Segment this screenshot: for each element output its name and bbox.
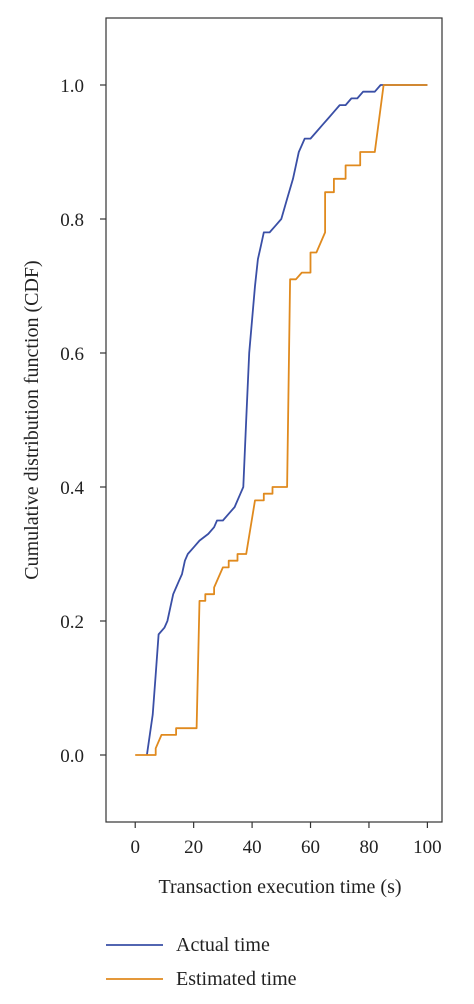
x-tick-label: 0 <box>130 837 140 858</box>
x-tick-label: 60 <box>301 837 320 858</box>
y-tick-label: 1.0 <box>60 76 84 97</box>
y-tick-label: 0.0 <box>60 746 84 767</box>
y-tick-label: 0.2 <box>60 612 84 633</box>
x-axis-ticks: 0 20 40 60 80 100 <box>130 822 442 858</box>
x-tick-label: 40 <box>243 837 262 858</box>
x-axis-label: Transaction execution time (s) <box>158 876 401 898</box>
y-axis-label: Cumulative distribution function (CDF) <box>21 260 43 579</box>
series-layer <box>135 84 428 756</box>
legend: Actual time Estimated time <box>106 934 297 990</box>
legend-label-actual: Actual time <box>176 934 270 956</box>
plot-frame <box>105 17 443 823</box>
series-estimated-time-line <box>135 84 428 756</box>
y-axis-ticks: 0.0 0.2 0.4 0.6 0.8 1.0 <box>60 76 106 767</box>
legend-label-estimated: Estimated time <box>176 968 297 990</box>
series-actual-time-line <box>146 84 428 756</box>
y-tick-label: 0.8 <box>60 210 84 231</box>
y-tick-label: 0.6 <box>60 344 84 365</box>
x-tick-label: 100 <box>413 837 442 858</box>
x-tick-label: 20 <box>184 837 203 858</box>
y-tick-label: 0.4 <box>60 478 84 499</box>
x-tick-label: 80 <box>359 837 378 858</box>
